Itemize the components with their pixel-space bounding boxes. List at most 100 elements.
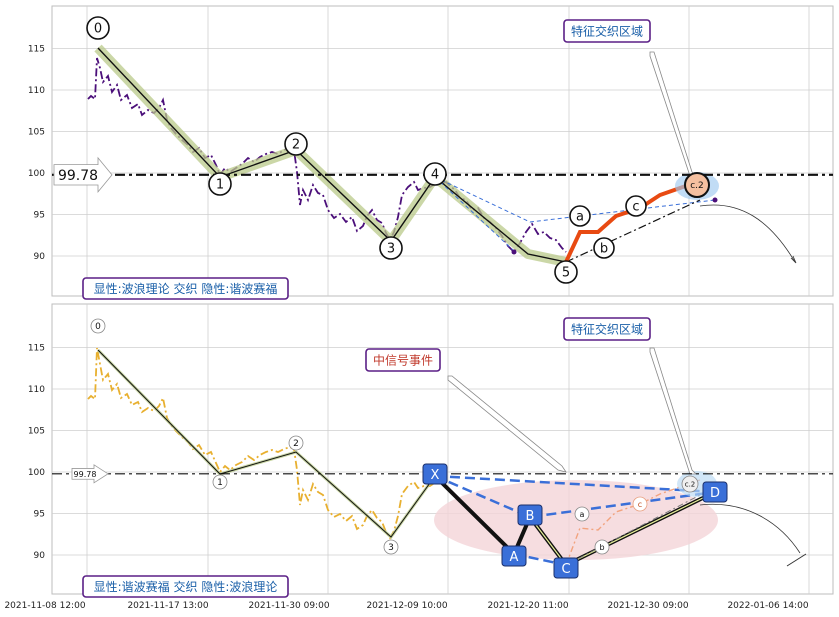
annotation-box <box>82 575 289 598</box>
annotation-box <box>563 317 651 341</box>
y-tick-label: 90 <box>34 551 46 561</box>
top-orange-projection <box>564 179 701 263</box>
y-tick-label: 100 <box>28 468 45 478</box>
annotation-text: 显性:谐波赛福 交织 隐性:波浪理论 <box>94 579 278 594</box>
bottom-panel-frame <box>51 303 834 595</box>
y-tick-label: 110 <box>28 385 45 395</box>
wave-label-circle <box>288 435 304 451</box>
y-tick-label: 105 <box>28 427 45 437</box>
y-tick-label: 95 <box>34 211 45 221</box>
wave-label-circle <box>681 475 699 493</box>
annotation-box <box>563 19 651 43</box>
x-tick-label: 2021-12-20 11:00 <box>487 601 568 611</box>
annotation-text: 中信号事件 <box>373 353 433 368</box>
harmonic-point-label: C <box>561 562 570 577</box>
y-tick-label: 95 <box>34 510 45 520</box>
harmonic-point-box <box>422 463 448 485</box>
wave-label: 2 <box>292 138 300 153</box>
wave-label-circle <box>212 474 228 490</box>
wave-label: b <box>599 543 604 552</box>
bottom-wave-shade <box>96 348 437 540</box>
top-point-b <box>511 249 517 255</box>
wave-label: 0 <box>94 22 102 37</box>
y-tick-label: 115 <box>28 344 45 354</box>
wave-label: a <box>580 510 585 519</box>
bottom-orange-projection <box>565 479 701 566</box>
reference-label: 99.78 <box>74 470 97 479</box>
wave-label: a <box>576 210 584 225</box>
x-tick-label: 2021-12-09 10:00 <box>366 601 447 611</box>
bottom-arc-end <box>786 553 807 567</box>
wave-label: 5 <box>562 266 570 281</box>
wave-label: c.2 <box>685 481 696 489</box>
top-panel-drawing <box>87 44 797 267</box>
harmonic-point-box <box>702 481 728 503</box>
wave-label: c.2 <box>690 181 704 191</box>
harmonic-point-label: B <box>526 509 535 524</box>
y-tick-label: 105 <box>28 128 45 138</box>
y-tick-label: 110 <box>28 86 45 96</box>
x-tick-label: 2021-12-30 09:00 <box>607 601 688 611</box>
y-tick-label: 115 <box>28 45 45 55</box>
annotation-text: 显性:波浪理论 交织 隐性:谐波赛福 <box>94 281 278 296</box>
wave-label-circle <box>379 236 403 260</box>
wave-label: 3 <box>388 543 394 553</box>
wave-label: 0 <box>95 322 101 332</box>
wave-label-circle <box>554 260 578 284</box>
bottom-pink-zone <box>434 480 718 560</box>
wave-label: 3 <box>387 242 395 257</box>
top-black-projection <box>565 199 701 263</box>
harmonic-point-box <box>517 504 543 526</box>
reference-lines <box>52 173 833 475</box>
harmonic-point-label: X <box>431 468 440 483</box>
reference-label-box <box>53 156 113 193</box>
reference-label-box <box>71 464 109 484</box>
annotation-text: 特征交织区域 <box>571 322 643 337</box>
bottom-blue-dashed-2 <box>434 474 716 494</box>
y-tick-label: 100 <box>28 169 45 179</box>
top-wave-shade <box>94 44 568 267</box>
harmonic-point-box <box>501 545 527 567</box>
bottom-event-arrow <box>447 375 567 473</box>
reference-label: 99.78 <box>58 168 98 184</box>
wave-label-circle <box>284 132 308 156</box>
annotation-box <box>82 277 289 300</box>
bottom-grid: 90 95 100 105 110 115 <box>28 304 833 594</box>
wave-label-circle <box>86 16 110 40</box>
bottom-decay-arc <box>699 503 801 554</box>
harmonic-point-box <box>553 557 579 579</box>
top-point-d <box>712 197 718 203</box>
bottom-gray-projection <box>565 494 701 566</box>
wave-label-circle <box>625 195 647 217</box>
wave-label: c <box>638 500 642 509</box>
wave-label-circle <box>569 205 591 227</box>
wave-label: 4 <box>431 168 439 183</box>
x-tick-label: 2021-11-30 09:00 <box>248 601 329 611</box>
bottom-panel-drawing <box>87 347 807 568</box>
y-tick-label: 90 <box>34 252 46 262</box>
x-tick-label: 2021-11-08 12:00 <box>4 601 85 611</box>
wave-label-circle <box>574 506 590 522</box>
bottom-price-line <box>87 347 437 540</box>
wave-label-circle <box>208 172 232 196</box>
annotation-box <box>365 348 441 372</box>
wave-label: 1 <box>216 178 224 193</box>
wave-label: c <box>632 200 639 215</box>
wave-label-circle <box>383 539 399 555</box>
harmonic-point-label: A <box>510 550 519 565</box>
top-arc-arrow <box>790 255 797 264</box>
wave-label-circle <box>90 318 106 334</box>
x-tick-label: 2021-11-17 13:00 <box>127 601 208 611</box>
top-decay-arc <box>699 204 796 263</box>
x-tick-label: 2022-01-06 14:00 <box>727 601 808 611</box>
top-panel-frame <box>51 5 834 297</box>
top-blue-dashed <box>434 176 716 223</box>
harmonic-point-label: D <box>710 486 720 501</box>
wave-label-circle <box>593 237 615 259</box>
wave-label-circle <box>632 496 648 512</box>
wave-label: 1 <box>217 478 223 488</box>
wave-label: 2 <box>293 439 299 449</box>
wave-label-circle <box>684 172 710 198</box>
